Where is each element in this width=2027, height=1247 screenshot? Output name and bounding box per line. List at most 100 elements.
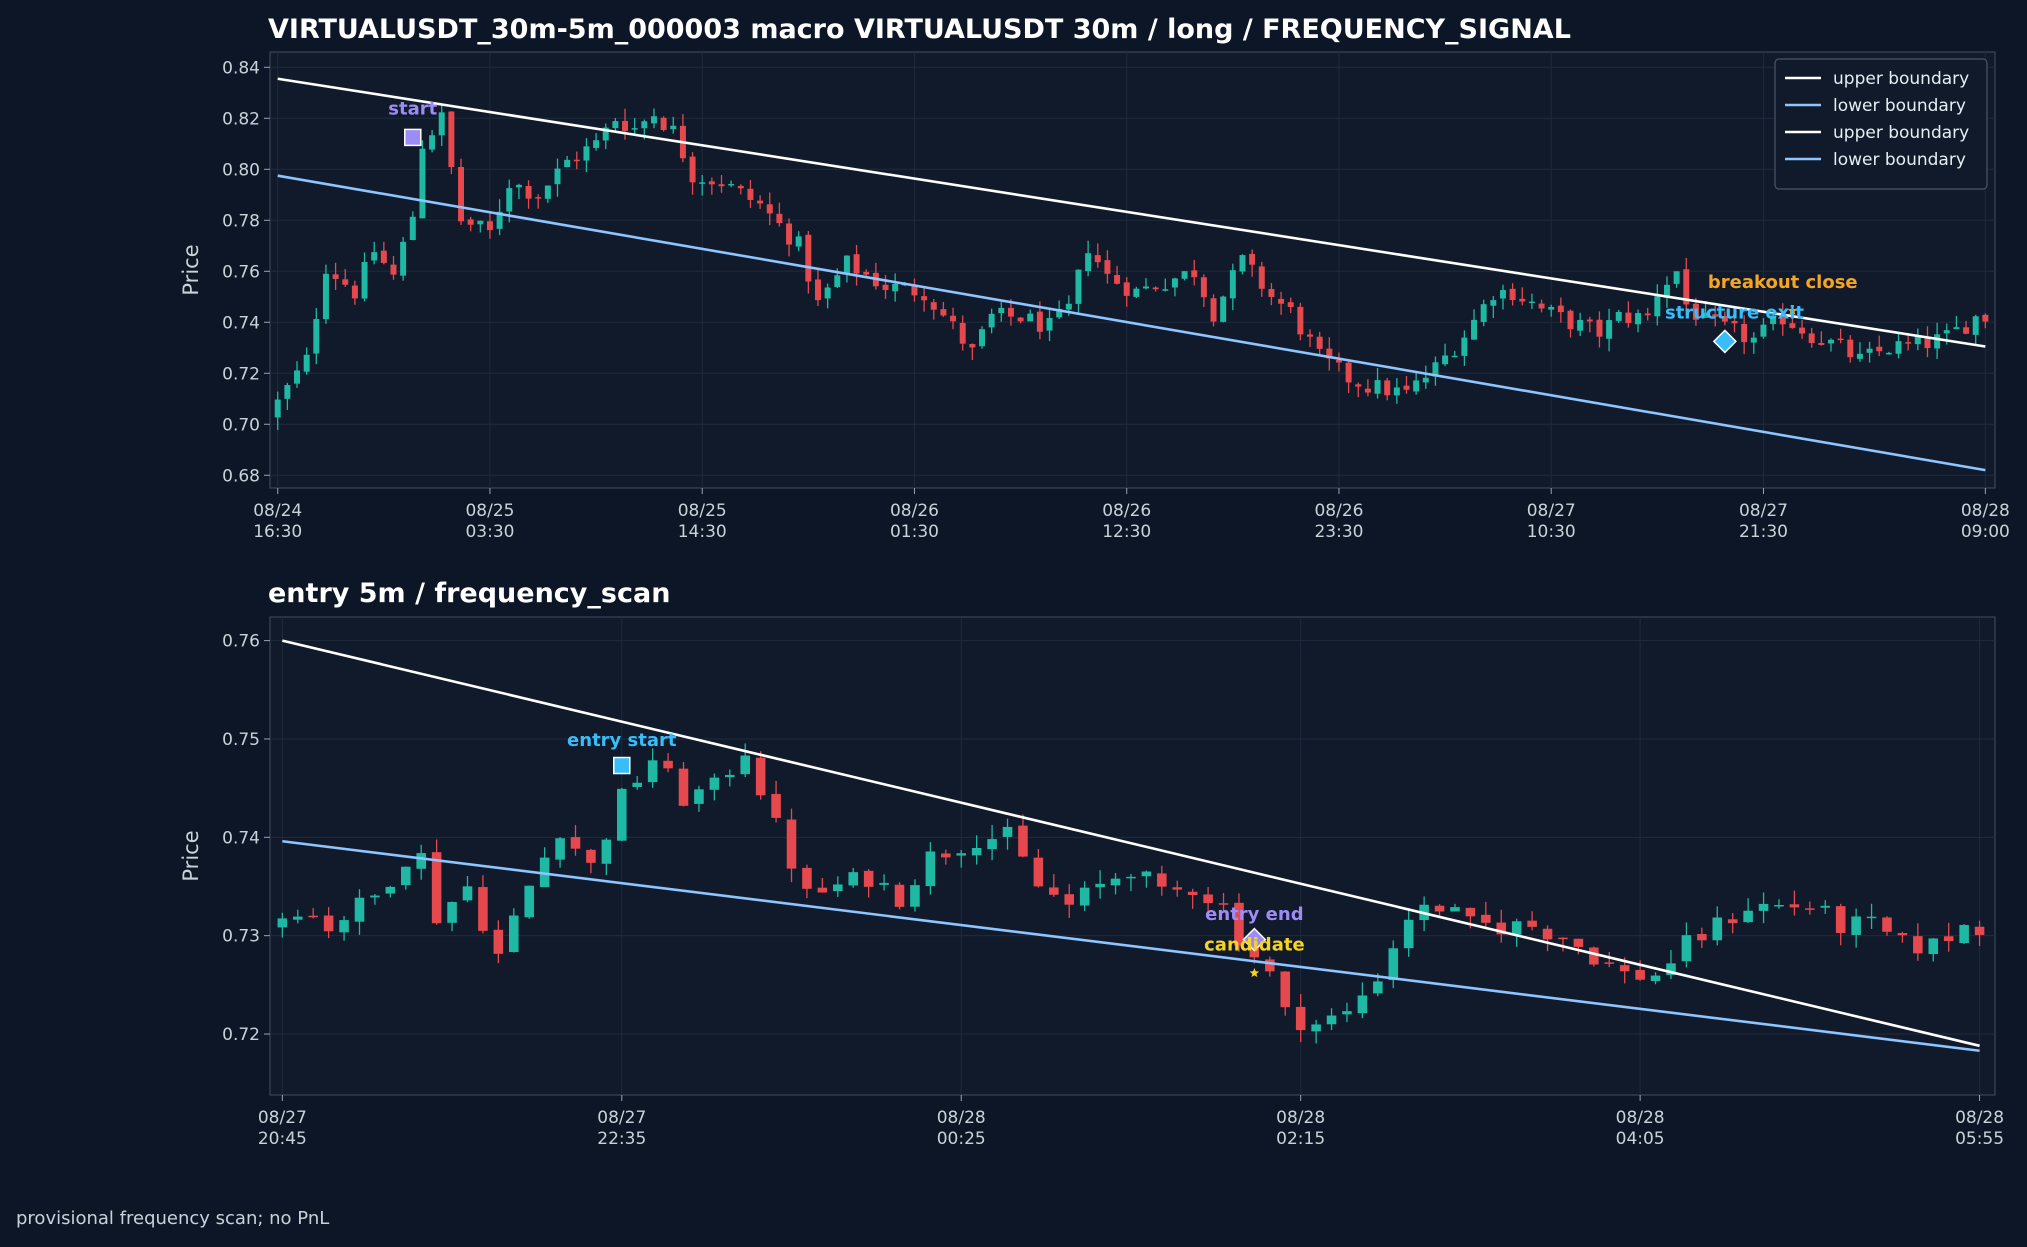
candle-body <box>1866 348 1873 353</box>
candle-body <box>1393 387 1400 396</box>
x-tick-label: 12:30 <box>1102 522 1151 542</box>
x-tick-label: 08/27 <box>1739 501 1788 521</box>
candle-body <box>1789 904 1800 908</box>
candle-body <box>1181 271 1188 279</box>
candle-body <box>1924 338 1931 349</box>
footer-note: provisional frequency scan; no PnL <box>16 1208 330 1229</box>
candle-body <box>1114 275 1121 284</box>
candle-body <box>1702 312 1709 318</box>
candle-body <box>277 918 288 928</box>
candle-body <box>1249 253 1256 265</box>
candle-body <box>1914 336 1921 345</box>
candle-body <box>959 322 966 344</box>
x-tick-label: 01:30 <box>890 522 939 542</box>
annotation-label: entry start <box>567 730 677 751</box>
candle-body <box>438 112 445 136</box>
candle-body <box>1036 311 1043 332</box>
candle-body <box>515 184 522 188</box>
candle-body <box>694 789 704 804</box>
legend-label: lower boundary <box>1833 96 1966 116</box>
candle-body <box>1589 947 1599 965</box>
candle-body <box>1278 298 1285 304</box>
candle-body <box>1897 933 1908 936</box>
x-tick-label: 08/25 <box>678 501 727 521</box>
candle-body <box>771 793 781 818</box>
candle-body <box>447 901 457 923</box>
candle-body <box>1577 319 1584 331</box>
candle-body <box>617 788 627 841</box>
candle-body <box>467 219 474 225</box>
diamond-marker <box>1242 927 1267 952</box>
candle-body <box>1820 905 1831 908</box>
annotation-label: structure exit <box>1665 302 1804 323</box>
x-tick-label: 08/28 <box>1276 1108 1325 1128</box>
candle-body <box>910 885 920 907</box>
x-tick-label: 08/25 <box>465 501 514 521</box>
x-tick-label: 05:55 <box>1955 1129 2004 1149</box>
candle-body <box>1885 352 1892 355</box>
x-tick-label: 04:05 <box>1616 1129 1665 1149</box>
y-tick-label: 0.76 <box>222 632 260 652</box>
candle-body <box>1064 894 1075 905</box>
candle-body <box>1307 334 1314 337</box>
candle-body <box>1650 975 1661 982</box>
candle-body <box>1413 380 1420 392</box>
candle-body <box>1774 904 1784 907</box>
candle-body <box>766 204 773 214</box>
candle-body <box>1558 937 1568 940</box>
candle-body <box>1619 965 1630 972</box>
candle-body <box>1258 266 1265 289</box>
candle-body <box>853 254 860 274</box>
candle-body <box>586 849 596 863</box>
candle-body <box>1697 934 1707 941</box>
candle-body <box>728 183 735 186</box>
candle-body <box>354 897 365 922</box>
candle-body <box>1374 380 1381 394</box>
candle-body <box>1049 887 1059 895</box>
candle-body <box>1805 908 1815 910</box>
candle-body <box>1934 334 1941 349</box>
candle-body <box>1364 388 1371 393</box>
candle-body <box>1229 270 1236 299</box>
candle-body <box>1442 355 1449 365</box>
candle-body <box>843 255 850 275</box>
candle-body <box>323 915 334 932</box>
candle-body <box>601 839 612 864</box>
candle-body <box>274 399 281 418</box>
candle-body <box>1666 963 1676 975</box>
candle-body <box>1355 384 1362 387</box>
candle-body <box>1079 887 1090 906</box>
candle-body <box>834 275 841 287</box>
candle-body <box>1152 287 1159 290</box>
candle-body <box>689 156 696 183</box>
candle-body <box>1326 1015 1337 1025</box>
candle-body <box>1295 1006 1306 1031</box>
candles <box>274 105 1989 430</box>
candle-body <box>509 915 519 953</box>
candle-body <box>1663 284 1670 298</box>
candle-body <box>1297 306 1304 335</box>
x-tick-label: 14:30 <box>678 522 727 542</box>
candle-body <box>1126 876 1136 879</box>
x-tick-label: 08/27 <box>1527 501 1576 521</box>
candle-body <box>1982 314 1989 322</box>
candle-body <box>786 223 793 245</box>
candle-body <box>1461 337 1468 356</box>
candle-body <box>1527 920 1537 927</box>
candle-body <box>833 884 843 892</box>
candle-body <box>1851 916 1861 935</box>
candle-body <box>1287 302 1294 308</box>
candle-body <box>1876 346 1883 352</box>
candle-body <box>1123 282 1130 296</box>
candle-body <box>1731 320 1738 324</box>
candle-body <box>1895 341 1902 354</box>
candle-body <box>911 284 918 296</box>
annotation-label: breakout close <box>1708 272 1858 293</box>
candle-body <box>699 182 706 184</box>
candle-body <box>1596 319 1603 337</box>
x-tick-label: 20:45 <box>258 1129 307 1149</box>
candle-body <box>419 148 426 219</box>
candle-body <box>332 274 339 280</box>
candle-body <box>814 279 821 301</box>
candle-body <box>786 819 797 869</box>
